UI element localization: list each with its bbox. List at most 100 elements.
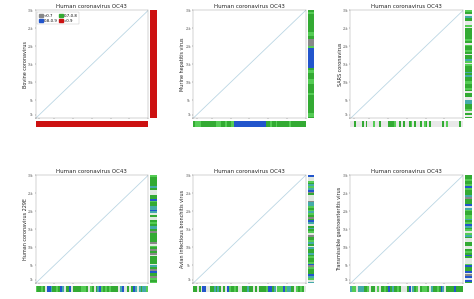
Bar: [308, 75, 314, 77]
Bar: [426, 121, 428, 126]
Bar: [308, 183, 314, 184]
Bar: [300, 121, 302, 126]
Bar: [308, 233, 314, 235]
Bar: [150, 32, 157, 34]
Bar: [465, 219, 472, 220]
Bar: [110, 121, 112, 126]
Bar: [150, 282, 157, 283]
Bar: [100, 286, 101, 292]
Bar: [150, 177, 157, 179]
Bar: [255, 121, 257, 126]
Bar: [308, 278, 314, 280]
Bar: [456, 121, 457, 126]
Bar: [150, 68, 157, 70]
Bar: [424, 286, 426, 292]
Bar: [56, 121, 58, 126]
Bar: [308, 276, 314, 278]
Bar: [354, 286, 356, 292]
Bar: [150, 34, 157, 36]
Bar: [465, 263, 472, 265]
Bar: [234, 121, 236, 126]
Bar: [465, 190, 472, 192]
Bar: [199, 121, 201, 126]
Bar: [465, 244, 472, 245]
Bar: [465, 229, 472, 231]
Bar: [428, 286, 429, 292]
Bar: [150, 201, 157, 202]
Bar: [369, 121, 371, 126]
Bar: [67, 286, 69, 292]
Bar: [150, 108, 157, 109]
Bar: [56, 286, 58, 292]
Bar: [308, 27, 314, 28]
Bar: [465, 64, 472, 66]
Bar: [150, 244, 157, 245]
Bar: [236, 286, 238, 292]
Bar: [150, 59, 157, 61]
Bar: [90, 286, 92, 292]
Bar: [289, 286, 291, 292]
Bar: [53, 286, 55, 292]
Bar: [150, 25, 157, 27]
Bar: [308, 211, 314, 213]
Bar: [296, 121, 298, 126]
Bar: [150, 235, 157, 237]
Bar: [465, 267, 472, 269]
Bar: [465, 25, 472, 27]
Bar: [150, 251, 157, 253]
Bar: [373, 121, 375, 126]
Bar: [150, 199, 157, 201]
Bar: [308, 265, 314, 267]
Bar: [101, 121, 103, 126]
Bar: [150, 188, 157, 190]
Bar: [465, 86, 472, 88]
Bar: [84, 121, 86, 126]
Bar: [308, 226, 314, 228]
Bar: [308, 258, 314, 260]
Bar: [465, 188, 472, 190]
Bar: [103, 286, 105, 292]
Bar: [268, 286, 270, 292]
Bar: [308, 222, 314, 224]
Bar: [150, 242, 157, 244]
Bar: [150, 18, 157, 19]
Bar: [302, 121, 304, 126]
Bar: [401, 286, 403, 292]
Bar: [150, 74, 157, 75]
Bar: [308, 186, 314, 188]
Bar: [150, 109, 157, 111]
Bar: [150, 102, 157, 104]
Bar: [308, 12, 314, 14]
Bar: [150, 104, 157, 106]
Bar: [210, 121, 212, 126]
Bar: [45, 286, 47, 292]
Bar: [150, 106, 157, 108]
Bar: [116, 286, 118, 292]
Bar: [251, 121, 253, 126]
Bar: [409, 121, 410, 126]
Bar: [465, 104, 472, 106]
Bar: [283, 286, 285, 292]
Bar: [465, 282, 472, 283]
Bar: [409, 286, 410, 292]
Bar: [204, 121, 206, 126]
Bar: [294, 286, 296, 292]
Bar: [308, 10, 314, 12]
Bar: [308, 43, 314, 45]
Bar: [150, 278, 157, 280]
Bar: [422, 121, 424, 126]
Bar: [298, 286, 300, 292]
Bar: [51, 121, 53, 126]
Y-axis label: Bovine coronavirus: Bovine coronavirus: [23, 41, 27, 88]
Bar: [431, 286, 433, 292]
Bar: [150, 39, 157, 41]
Bar: [369, 286, 371, 292]
Bar: [53, 121, 55, 126]
Bar: [308, 229, 314, 231]
Bar: [96, 286, 98, 292]
Bar: [287, 121, 289, 126]
Bar: [403, 121, 405, 126]
Bar: [122, 286, 124, 292]
Bar: [150, 197, 157, 199]
Bar: [51, 286, 53, 292]
